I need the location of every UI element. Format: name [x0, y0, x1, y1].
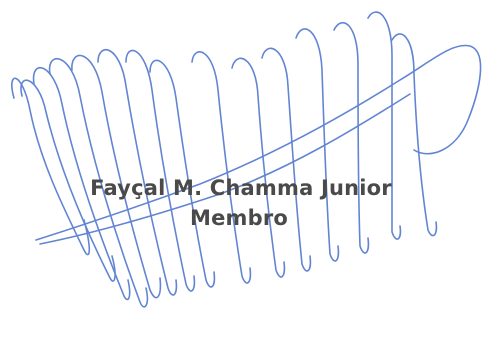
signer-role: Membro [189, 206, 289, 230]
signer-name: Fayçal M. Chamma Junior [90, 176, 392, 200]
